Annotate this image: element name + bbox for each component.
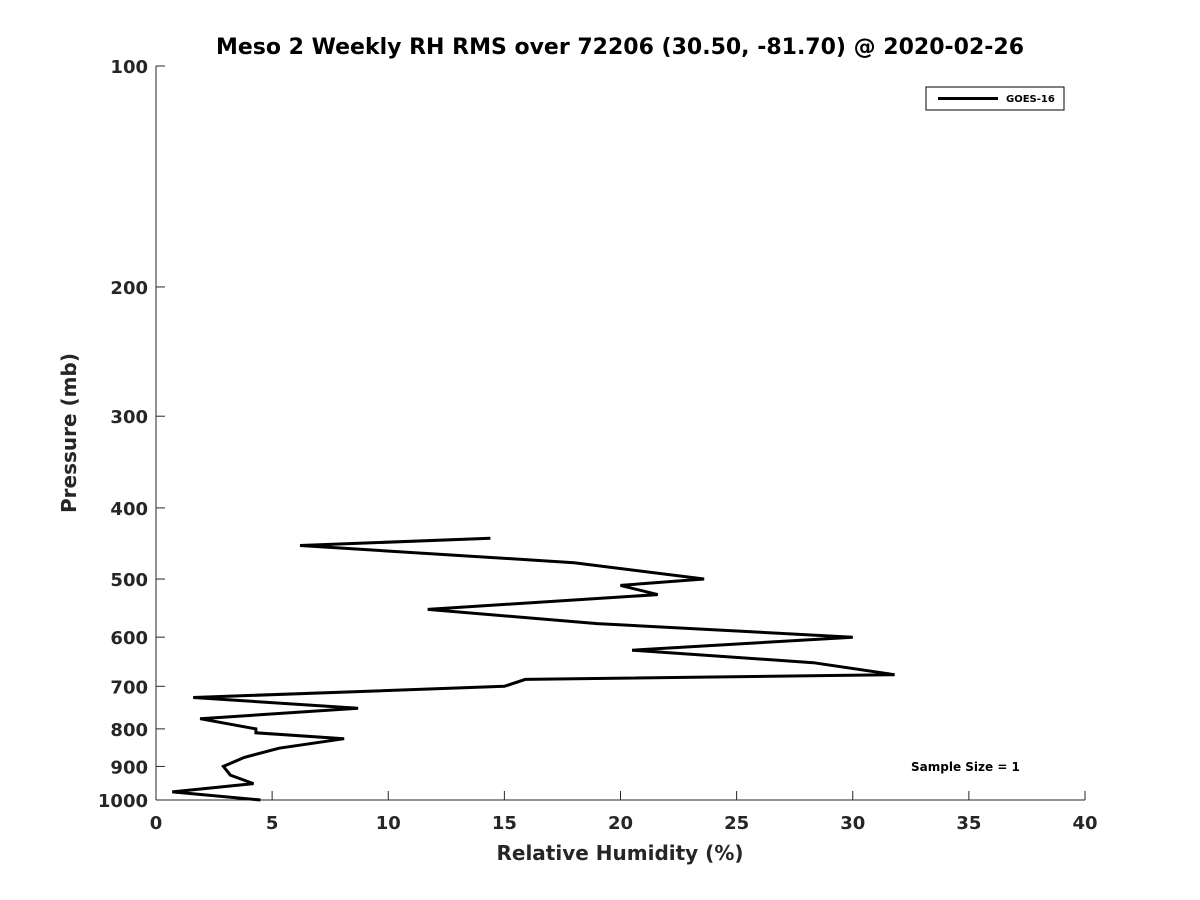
legend-label-goes-16: GOES-16 [1006, 94, 1055, 105]
y-tick-label: 700 [110, 677, 148, 698]
y-tick-label: 400 [110, 499, 148, 520]
y-tick-label: 1000 [98, 791, 148, 812]
series-line-goes-16 [172, 536, 895, 802]
y-tick-label: 800 [110, 720, 148, 741]
x-tick-label: 10 [376, 813, 401, 834]
x-tick-label: 40 [1072, 813, 1097, 834]
x-tick-label: 35 [956, 813, 981, 834]
x-tick-label: 30 [840, 813, 865, 834]
x-axis-label: Relative Humidity (%) [496, 841, 743, 865]
legend: GOES-16 [925, 86, 1065, 111]
x-axis-ticks: 0 5 10 15 20 25 30 35 40 [150, 791, 1098, 834]
x-tick-label: 0 [150, 813, 163, 834]
series-layer [172, 536, 895, 802]
sample-size-annotation: Sample Size = 1 [911, 760, 1020, 774]
y-axis-ticks: 100 200 300 400 500 600 700 800 900 1000 [98, 57, 165, 812]
x-tick-label: 5 [266, 813, 279, 834]
y-tick-label: 200 [110, 278, 148, 299]
axes [155, 66, 1085, 801]
y-axis-label: Pressure (mb) [57, 353, 81, 513]
y-tick-label: 900 [110, 757, 148, 778]
x-tick-label: 25 [724, 813, 749, 834]
y-tick-label: 100 [110, 57, 148, 78]
y-tick-label: 600 [110, 628, 148, 649]
y-tick-label: 500 [110, 570, 148, 591]
y-tick-label: 300 [110, 407, 148, 428]
x-tick-label: 15 [492, 813, 517, 834]
chart-title: Meso 2 Weekly RH RMS over 72206 (30.50, … [216, 35, 1024, 60]
x-tick-label: 20 [608, 813, 633, 834]
